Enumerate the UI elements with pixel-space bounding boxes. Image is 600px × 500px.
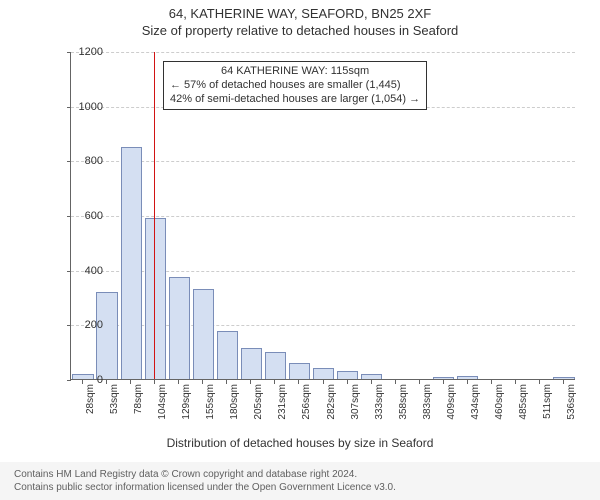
x-tick-label: 383sqm [422, 384, 433, 444]
histogram-bar [217, 331, 238, 379]
reference-line [154, 52, 155, 379]
annotation-line: 64 KATHERINE WAY: 115sqm [170, 65, 420, 79]
x-tick-mark [178, 380, 179, 384]
annotation-line: ← 57% of detached houses are smaller (1,… [170, 79, 420, 93]
x-tick-label: 358sqm [398, 384, 409, 444]
x-tick-mark [539, 380, 540, 384]
histogram-bar [121, 147, 142, 379]
footer-line2: Contains public sector information licen… [14, 481, 592, 494]
histogram-bar [265, 352, 286, 379]
x-tick-mark [202, 380, 203, 384]
x-tick-mark [298, 380, 299, 384]
x-tick-label: 256sqm [301, 384, 312, 444]
x-tick-label: 53sqm [109, 384, 120, 444]
x-tick-mark [515, 380, 516, 384]
x-tick-label: 155sqm [205, 384, 216, 444]
histogram-bar [361, 374, 382, 379]
x-tick-mark [226, 380, 227, 384]
x-tick-mark [250, 380, 251, 384]
x-tick-label: 460sqm [494, 384, 505, 444]
chart-container: 64, KATHERINE WAY, SEAFORD, BN25 2XF Siz… [0, 0, 600, 500]
x-axis-label: Distribution of detached houses by size … [0, 436, 600, 450]
y-tick-label: 800 [63, 155, 103, 167]
histogram-bar [433, 377, 454, 379]
x-tick-mark [443, 380, 444, 384]
gridline [71, 161, 575, 162]
x-tick-label: 485sqm [518, 384, 529, 444]
x-tick-label: 231sqm [277, 384, 288, 444]
x-tick-label: 409sqm [446, 384, 457, 444]
y-tick-label: 1000 [63, 101, 103, 113]
x-tick-label: 78sqm [133, 384, 144, 444]
x-tick-mark [563, 380, 564, 384]
histogram-bar [313, 368, 334, 379]
histogram-bar [241, 348, 262, 379]
x-tick-label: 307sqm [350, 384, 361, 444]
x-tick-label: 180sqm [229, 384, 240, 444]
histogram-bar [457, 376, 478, 379]
x-tick-mark [467, 380, 468, 384]
y-tick-label: 400 [63, 265, 103, 277]
x-tick-label: 282sqm [326, 384, 337, 444]
histogram-bar [169, 277, 190, 380]
x-tick-label: 104sqm [157, 384, 168, 444]
x-tick-mark [395, 380, 396, 384]
y-tick-label: 600 [63, 210, 103, 222]
x-tick-label: 434sqm [470, 384, 481, 444]
x-tick-label: 511sqm [542, 384, 553, 444]
x-tick-label: 536sqm [566, 384, 577, 444]
x-tick-mark [82, 380, 83, 384]
footer-line1: Contains HM Land Registry data © Crown c… [14, 468, 592, 481]
histogram-bar [553, 377, 574, 379]
chart-area: Number of detached properties 64 KATHERI… [40, 44, 585, 424]
x-tick-mark [347, 380, 348, 384]
chart-title-line2: Size of property relative to detached ho… [0, 21, 600, 42]
x-tick-mark [154, 380, 155, 384]
y-tick-label: 200 [63, 319, 103, 331]
chart-title-line1: 64, KATHERINE WAY, SEAFORD, BN25 2XF [0, 0, 600, 21]
x-tick-label: 28sqm [85, 384, 96, 444]
x-tick-mark [419, 380, 420, 384]
x-tick-label: 205sqm [253, 384, 264, 444]
gridline [71, 52, 575, 53]
histogram-bar [145, 218, 166, 379]
annotation-box: 64 KATHERINE WAY: 115sqm← 57% of detache… [163, 61, 427, 110]
histogram-bar [337, 371, 358, 379]
x-tick-mark [491, 380, 492, 384]
x-tick-mark [274, 380, 275, 384]
histogram-bar [96, 292, 117, 379]
histogram-bar [289, 363, 310, 379]
y-tick-label: 1200 [63, 46, 103, 58]
x-tick-label: 333sqm [374, 384, 385, 444]
x-tick-mark [106, 380, 107, 384]
plot-area: 64 KATHERINE WAY: 115sqm← 57% of detache… [70, 52, 575, 380]
x-tick-mark [323, 380, 324, 384]
x-tick-label: 129sqm [181, 384, 192, 444]
footer: Contains HM Land Registry data © Crown c… [0, 462, 600, 500]
x-tick-mark [371, 380, 372, 384]
x-tick-mark [130, 380, 131, 384]
histogram-bar [193, 289, 214, 379]
annotation-line: 42% of semi-detached houses are larger (… [170, 93, 420, 107]
